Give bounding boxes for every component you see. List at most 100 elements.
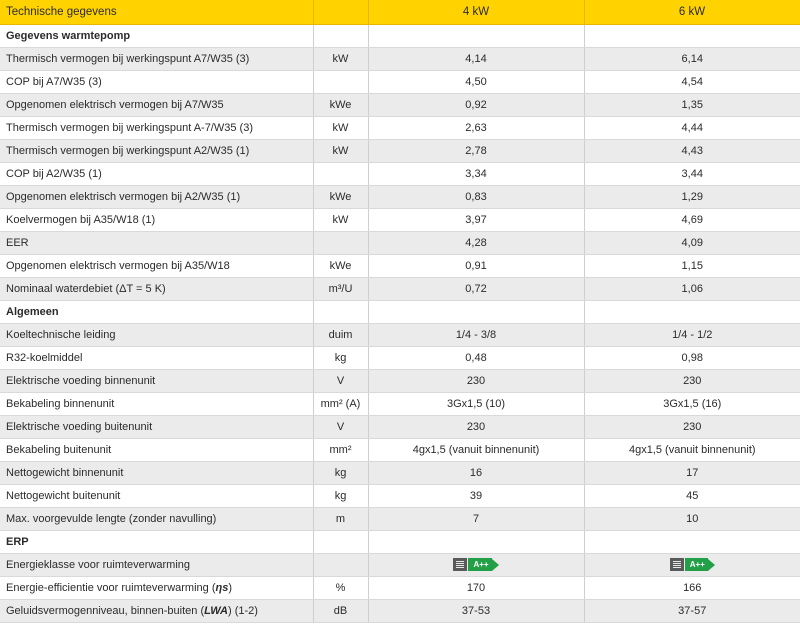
row-value-6kw: 1/4 - 1/2	[584, 323, 800, 347]
row-value-4kw: 2,63	[368, 116, 585, 140]
row-value-6kw: 4,54	[584, 70, 800, 94]
row-unit: mm²	[313, 438, 369, 462]
row-value-4kw: 4gx1,5 (vanuit binnenunit)	[368, 438, 585, 462]
row-label: Nettogewicht binnenunit	[0, 461, 314, 485]
row-value-6kw: 1,35	[584, 93, 800, 117]
row-value-4kw: 0,48	[368, 346, 585, 370]
row-value-4kw: 2,78	[368, 139, 585, 163]
row-unit: V	[313, 415, 369, 439]
table-row: Koelvermogen bij A35/W18 (1) kW 3,97 4,6…	[0, 208, 800, 232]
row-value-4kw: 170	[368, 576, 585, 600]
table-row: Energie-efficientie voor ruimteverwarmin…	[0, 576, 800, 600]
row-unit: %	[313, 576, 369, 600]
row-unit: kW	[313, 47, 369, 71]
row-value-6kw: 230	[584, 369, 800, 393]
table-row: Opgenomen elektrisch vermogen bij A7/W35…	[0, 93, 800, 117]
row-value-6kw: 17	[584, 461, 800, 485]
table-row: Max. voorgevulde lengte (zonder navullin…	[0, 507, 800, 531]
lwa-symbol: LWA	[204, 604, 228, 617]
row-label: Nettogewicht buitenunit	[0, 484, 314, 508]
row-unit: kg	[313, 461, 369, 485]
row-unit: duim	[313, 323, 369, 347]
table-row: Nominaal waterdebiet (ΔT = 5 K) m³/U 0,7…	[0, 277, 800, 301]
table-row: Bekabeling binnenunit mm² (A) 3Gx1,5 (10…	[0, 392, 800, 416]
section-title: Algemeen	[0, 300, 314, 324]
row-label: Thermisch vermogen bij werkingspunt A-7/…	[0, 116, 314, 140]
header-unit	[313, 0, 369, 25]
row-unit: m³/U	[313, 277, 369, 301]
row-unit: kW	[313, 139, 369, 163]
row-value-6kw: 166	[584, 576, 800, 600]
row-label-text: Geluidsvermogenniveau, binnen-buiten	[6, 604, 198, 617]
row-value-6kw: 4,44	[584, 116, 800, 140]
row-value-6kw: 0,98	[584, 346, 800, 370]
row-label: Opgenomen elektrisch vermogen bij A7/W35	[0, 93, 314, 117]
row-value-6kw: 1,15	[584, 254, 800, 278]
table-row: COP bij A7/W35 (3) 4,50 4,54	[0, 70, 800, 94]
table-header: Technische gegevens 4 kW 6 kW	[0, 0, 800, 25]
row-value-6kw: 3Gx1,5 (16)	[584, 392, 800, 416]
row-value-4kw: 4,50	[368, 70, 585, 94]
section-title: ERP	[0, 530, 314, 554]
row-unit: m	[313, 507, 369, 531]
row-value-4kw: A++	[368, 553, 585, 577]
row-unit: V	[313, 369, 369, 393]
table-row: Thermisch vermogen bij werkingspunt A-7/…	[0, 116, 800, 140]
row-value-6kw: 37-57	[584, 599, 800, 623]
row-value-4kw: 0,92	[368, 93, 585, 117]
row-unit	[313, 162, 369, 186]
energy-label-icon: A++	[453, 558, 499, 571]
table-row: Elektrische voeding buitenunit V 230 230	[0, 415, 800, 439]
energy-label-grid-icon	[669, 558, 684, 571]
table-row: Elektrische voeding binnenunit V 230 230	[0, 369, 800, 393]
row-label-text: Energie-efficientie voor ruimteverwarmin…	[6, 581, 209, 594]
row-unit	[313, 70, 369, 94]
energy-class-arrow-icon	[491, 558, 499, 571]
table-row: COP bij A2/W35 (1) 3,34 3,44	[0, 162, 800, 186]
row-unit	[313, 553, 369, 577]
row-value-6kw: 6,14	[584, 47, 800, 71]
row-value-4kw: 0,83	[368, 185, 585, 209]
table-title: Technische gegevens	[0, 0, 314, 25]
table-row: Nettogewicht buitenunit kg 39 45	[0, 484, 800, 508]
row-label: Elektrische voeding binnenunit	[0, 369, 314, 393]
row-value-6kw: 4gx1,5 (vanuit binnenunit)	[584, 438, 800, 462]
row-value-6kw: 1,06	[584, 277, 800, 301]
row-value-4kw: 3Gx1,5 (10)	[368, 392, 585, 416]
row-label: Max. voorgevulde lengte (zonder navullin…	[0, 507, 314, 531]
row-value-4kw: 3,97	[368, 208, 585, 232]
energy-class-arrow-icon	[707, 558, 715, 571]
row-value-4kw: 230	[368, 369, 585, 393]
row-value-4kw: 230	[368, 415, 585, 439]
row-value-6kw: 1,29	[584, 185, 800, 209]
row-label: Nominaal waterdebiet (ΔT = 5 K)	[0, 277, 314, 301]
table-row: Nettogewicht binnenunit kg 16 17	[0, 461, 800, 485]
row-label: COP bij A7/W35 (3)	[0, 70, 314, 94]
energy-label-icon: A++	[669, 558, 715, 571]
section-row: Algemeen	[0, 300, 800, 324]
row-value-4kw: 3,34	[368, 162, 585, 186]
section-title: Gegevens warmtepomp	[0, 24, 314, 48]
row-label-suffix: (1-2)	[234, 604, 258, 617]
row-value-4kw: 39	[368, 484, 585, 508]
row-value-4kw: 1/4 - 3/8	[368, 323, 585, 347]
row-unit: kg	[313, 484, 369, 508]
header-col-4kw: 4 kW	[368, 0, 585, 25]
row-unit: kg	[313, 346, 369, 370]
row-label: Energie-efficientie voor ruimteverwarmin…	[0, 576, 314, 600]
table-row: EER 4,28 4,09	[0, 231, 800, 255]
row-unit: mm² (A)	[313, 392, 369, 416]
table-row: Energieklasse voor ruimteverwarming A++ …	[0, 553, 800, 577]
table-row: R32-koelmiddel kg 0,48 0,98	[0, 346, 800, 370]
row-value-4kw: 0,72	[368, 277, 585, 301]
row-label: Thermisch vermogen bij werkingspunt A2/W…	[0, 139, 314, 163]
row-value-4kw: 37-53	[368, 599, 585, 623]
row-label: COP bij A2/W35 (1)	[0, 162, 314, 186]
row-value-6kw: 4,43	[584, 139, 800, 163]
row-label: Opgenomen elektrisch vermogen bij A35/W1…	[0, 254, 314, 278]
row-label: Bekabeling binnenunit	[0, 392, 314, 416]
row-value-4kw: 7	[368, 507, 585, 531]
eta-symbol: ηs	[215, 581, 229, 594]
row-value-6kw: 3,44	[584, 162, 800, 186]
